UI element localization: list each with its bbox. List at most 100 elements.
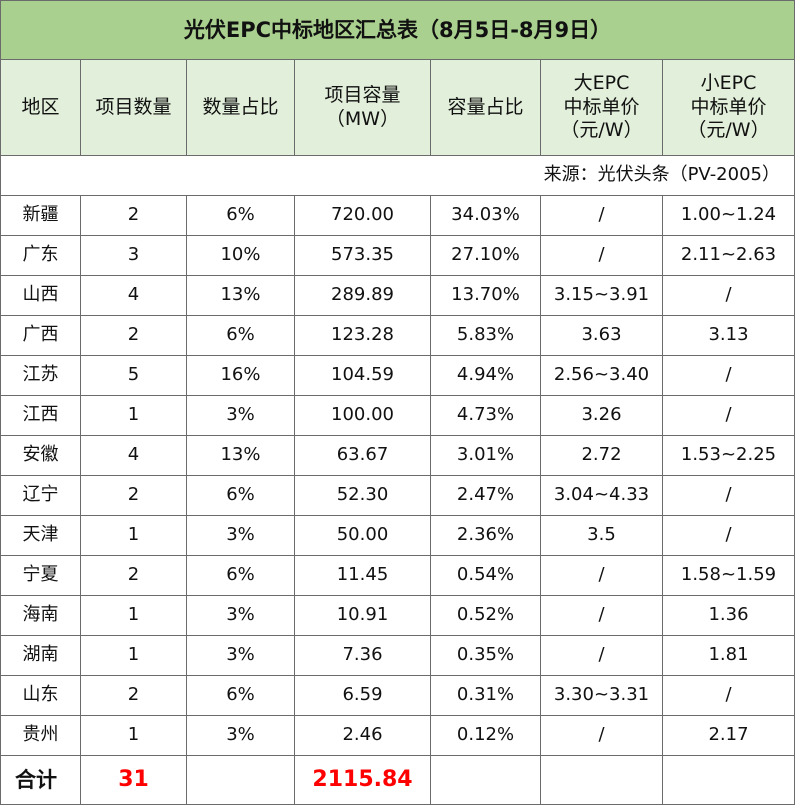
- header-count-ratio: 数量占比: [186, 59, 295, 156]
- cell-count: 1: [80, 515, 187, 556]
- cell-capacity: 6.59: [294, 675, 431, 716]
- cell-count: 5: [80, 355, 187, 396]
- total-empty: [430, 755, 541, 805]
- cell-small-epc-price: 1.36: [662, 595, 795, 636]
- cell-count-ratio: 3%: [186, 595, 295, 636]
- table-title: 光伏EPC中标地区汇总表（8月5日-8月9日）: [0, 0, 795, 60]
- total-capacity: 2115.84: [294, 755, 431, 805]
- cell-capacity-ratio: 34.03%: [430, 195, 541, 236]
- cell-capacity-ratio: 2.36%: [430, 515, 541, 556]
- table-row: 山东 2 6% 6.59 0.31% 3.30~3.31/: [0, 675, 795, 716]
- cell-count: 2: [80, 675, 187, 716]
- table-row: 宁夏 2 6% 11.45 0.54%/1.58~1.59: [0, 555, 795, 596]
- cell-big-epc-price: 3.15~3.91: [540, 275, 663, 316]
- cell-capacity-ratio: 4.73%: [430, 395, 541, 436]
- cell-count: 1: [80, 595, 187, 636]
- cell-count-ratio: 13%: [186, 275, 295, 316]
- cell-count-ratio: 3%: [186, 715, 295, 756]
- source-note: 来源：光伏头条（PV-2005）: [0, 155, 795, 196]
- cell-region: 宁夏: [0, 555, 81, 596]
- cell-region: 辽宁: [0, 475, 81, 516]
- cell-region: 山西: [0, 275, 81, 316]
- total-empty: [186, 755, 295, 805]
- cell-small-epc-price: 1.00~1.24: [662, 195, 795, 236]
- cell-big-epc-price: 3.5: [540, 515, 663, 556]
- cell-count-ratio: 6%: [186, 195, 295, 236]
- cell-capacity-ratio: 27.10%: [430, 235, 541, 276]
- cell-count: 1: [80, 715, 187, 756]
- header-small-epc-price: 小EPC 中标单价 （元/W）: [662, 59, 795, 156]
- cell-capacity: 7.36: [294, 635, 431, 676]
- cell-count-ratio: 3%: [186, 635, 295, 676]
- cell-small-epc-price: /: [662, 395, 795, 436]
- cell-capacity: 2.46: [294, 715, 431, 756]
- cell-count-ratio: 6%: [186, 555, 295, 596]
- cell-count: 2: [80, 475, 187, 516]
- cell-big-epc-price: 3.04~4.33: [540, 475, 663, 516]
- table-row: 海南 1 3% 10.91 0.52%/1.36: [0, 595, 795, 636]
- cell-count-ratio: 6%: [186, 675, 295, 716]
- cell-capacity-ratio: 3.01%: [430, 435, 541, 476]
- cell-count-ratio: 6%: [186, 475, 295, 516]
- cell-big-epc-price: /: [540, 595, 663, 636]
- header-row: 地区 项目数量 数量占比 项目容量 （MW） 容量占比 大EPC 中标单价 （元/W）…: [0, 59, 795, 156]
- cell-region: 安徽: [0, 435, 81, 476]
- cell-capacity: 289.89: [294, 275, 431, 316]
- cell-big-epc-price: 3.63: [540, 315, 663, 356]
- total-row: 合计 31 2115.84: [0, 755, 795, 805]
- cell-count: 1: [80, 635, 187, 676]
- cell-big-epc-price: /: [540, 555, 663, 596]
- total-count: 31: [80, 755, 187, 805]
- table-row: 广东 3 10% 573.35 27.10%/2.11~2.63: [0, 235, 795, 276]
- table-row: 山西 4 13% 289.89 13.70% 3.15~3.91/: [0, 275, 795, 316]
- cell-count: 3: [80, 235, 187, 276]
- total-empty: [540, 755, 663, 805]
- cell-small-epc-price: /: [662, 275, 795, 316]
- header-capacity-line2: （MW）: [325, 107, 400, 130]
- cell-count: 2: [80, 315, 187, 356]
- cell-capacity: 10.91: [294, 595, 431, 636]
- cell-region: 江苏: [0, 355, 81, 396]
- cell-region: 贵州: [0, 715, 81, 756]
- cell-big-epc-price: /: [540, 715, 663, 756]
- cell-count: 2: [80, 195, 187, 236]
- table-row: 湖南 1 3% 7.36 0.35%/1.81: [0, 635, 795, 676]
- table-row: 江西 1 3% 100.00 4.73% 3.26/: [0, 395, 795, 436]
- table-row: 新疆 2 6% 720.00 34.03%/1.00~1.24: [0, 195, 795, 236]
- header-region: 地区: [0, 59, 81, 156]
- header-capacity: 项目容量 （MW）: [294, 59, 431, 156]
- cell-count: 1: [80, 395, 187, 436]
- cell-capacity-ratio: 2.47%: [430, 475, 541, 516]
- cell-big-epc-price: 2.72: [540, 435, 663, 476]
- header-small-line3: （元/W）: [687, 119, 770, 142]
- cell-count-ratio: 3%: [186, 395, 295, 436]
- cell-big-epc-price: 3.30~3.31: [540, 675, 663, 716]
- header-big-line2: 中标单价: [563, 95, 640, 118]
- header-capacity-line1: 项目容量: [324, 83, 401, 106]
- total-empty: [662, 755, 795, 805]
- cell-capacity-ratio: 4.94%: [430, 355, 541, 396]
- cell-big-epc-price: /: [540, 235, 663, 276]
- header-capacity-ratio: 容量占比: [430, 59, 541, 156]
- cell-capacity: 123.28: [294, 315, 431, 356]
- total-label: 合计: [0, 755, 81, 805]
- cell-big-epc-price: 2.56~3.40: [540, 355, 663, 396]
- table-row: 辽宁 2 6% 52.30 2.47% 3.04~4.33/: [0, 475, 795, 516]
- cell-small-epc-price: 1.81: [662, 635, 795, 676]
- cell-capacity: 63.67: [294, 435, 431, 476]
- cell-small-epc-price: 1.53~2.25: [662, 435, 795, 476]
- cell-small-epc-price: /: [662, 355, 795, 396]
- header-small-line1: 小EPC: [700, 71, 757, 94]
- cell-count-ratio: 10%: [186, 235, 295, 276]
- cell-region: 湖南: [0, 635, 81, 676]
- cell-big-epc-price: /: [540, 635, 663, 676]
- cell-capacity: 573.35: [294, 235, 431, 276]
- cell-count: 2: [80, 555, 187, 596]
- cell-capacity-ratio: 0.52%: [430, 595, 541, 636]
- cell-small-epc-price: 2.17: [662, 715, 795, 756]
- table-row: 贵州 1 3% 2.46 0.12%/2.17: [0, 715, 795, 756]
- cell-capacity-ratio: 13.70%: [430, 275, 541, 316]
- header-big-line3: （元/W）: [560, 119, 643, 142]
- cell-region: 江西: [0, 395, 81, 436]
